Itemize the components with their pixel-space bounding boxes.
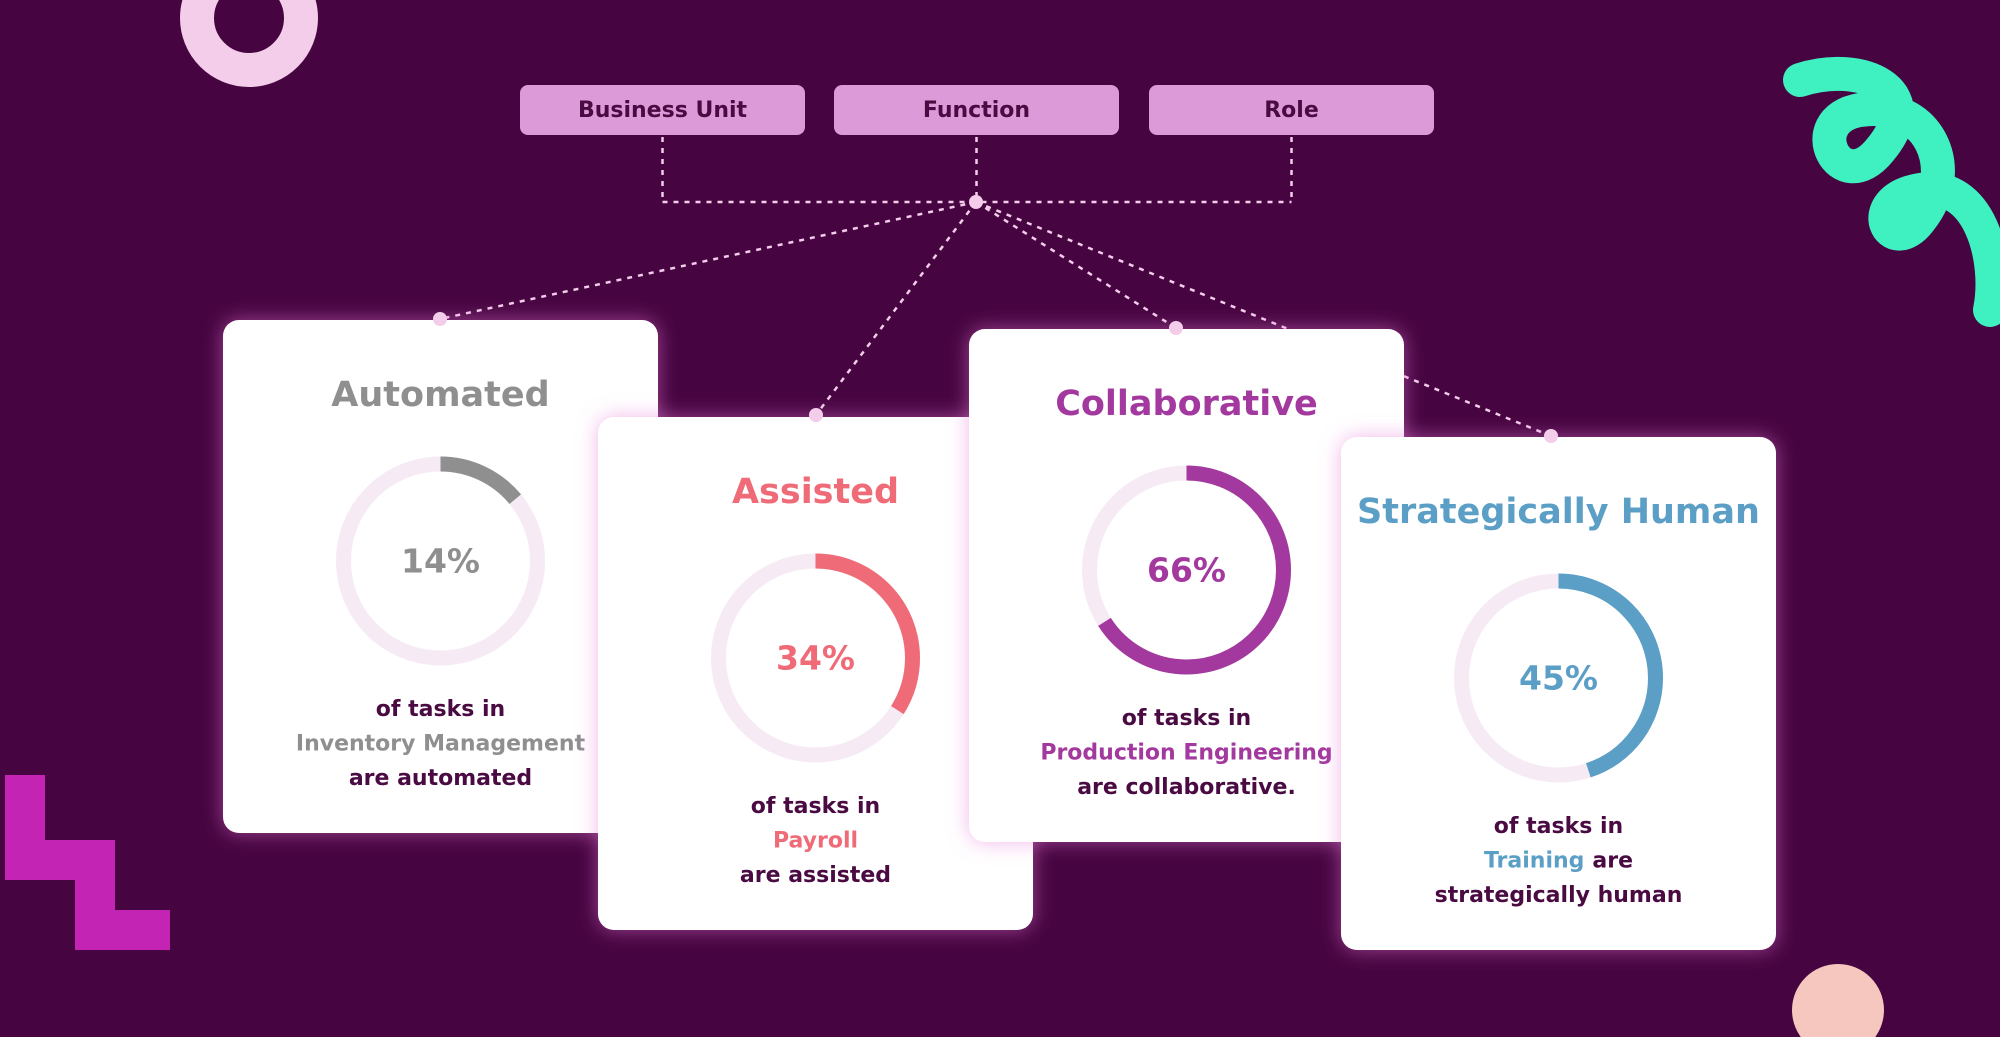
donut-arc: [336, 456, 545, 666]
card-text: are collaborative.: [1077, 775, 1296, 800]
card: Strategically Human 45% of tasks in Trainin…: [1341, 429, 1776, 950]
card-bg: [598, 417, 1033, 930]
card: Automated 14% of tasks in Inventory Managem…: [223, 312, 658, 833]
donut-arc: [711, 553, 920, 763]
card-bg: [969, 329, 1404, 842]
filter-label: Role: [1264, 98, 1319, 123]
decor-ring: [180, 0, 318, 87]
card: Collaborative 66% of tasks in Production En…: [969, 321, 1404, 842]
filter-button[interactable]: [1149, 85, 1434, 135]
connector: [815, 201, 977, 416]
card-title: Collaborative: [1055, 384, 1318, 424]
text-segment: of tasks in: [1122, 706, 1251, 731]
text-segment: Inventory Management: [296, 732, 586, 757]
text-segment: of tasks in: [376, 697, 505, 722]
anchor-dot: [1169, 321, 1183, 335]
connector-hub: [969, 195, 983, 209]
card-text: of tasks in: [376, 697, 505, 722]
card-text: Production Engineering: [1040, 741, 1332, 766]
card-text: are assisted: [740, 863, 891, 888]
card-text: Payroll: [773, 829, 858, 854]
text-segment: Training: [1484, 849, 1584, 874]
text-segment: of tasks in: [1494, 814, 1623, 839]
text-segment: are automated: [349, 766, 532, 791]
filter-label: Business Unit: [578, 98, 748, 123]
connector: [439, 200, 977, 321]
card-text: Inventory Management: [296, 732, 586, 757]
card-bg: [223, 320, 658, 833]
card-text: of tasks in: [1494, 814, 1623, 839]
card-text: of tasks in: [1122, 706, 1251, 731]
connector: [975, 200, 1552, 438]
decor-zigzag: [5, 775, 170, 950]
card: Assisted 34% of tasks in Payroll are assiste…: [598, 408, 1033, 930]
card-text: of tasks in: [751, 794, 880, 819]
text-segment: are assisted: [740, 863, 891, 888]
donut-arc: [1454, 573, 1663, 783]
text-segment: of tasks in: [751, 794, 880, 819]
donut-label: 34%: [776, 639, 855, 678]
anchor-dot: [433, 312, 447, 326]
decor-squiggle: [1783, 56, 2000, 327]
text-segment: are: [1592, 849, 1633, 874]
anchor-dot: [1544, 429, 1558, 443]
donut-label: 45%: [1519, 659, 1598, 698]
filter-button[interactable]: [834, 85, 1119, 135]
card-bg: [1341, 437, 1776, 950]
card-text: Training are: [1484, 849, 1633, 874]
card-text: strategically human: [1435, 883, 1683, 908]
card-title: Strategically Human: [1357, 492, 1760, 532]
decor-circle: [1792, 964, 1884, 1037]
anchor-dot: [809, 408, 823, 422]
cards: Automated 14% of tasks in Inventory Managem…: [223, 312, 1776, 950]
text-segment: Production Engineering: [1040, 741, 1332, 766]
donut-arc: [1082, 465, 1291, 675]
connectors: [439, 137, 1552, 438]
filter-bar: Business Unit Function Role: [520, 85, 1434, 135]
filter-button[interactable]: [520, 85, 805, 135]
text-segment: Payroll: [773, 829, 858, 854]
card-title: Assisted: [732, 472, 899, 512]
donut-label: 14%: [401, 542, 480, 581]
donut-label: 66%: [1147, 551, 1226, 590]
filter-label: Function: [923, 98, 1030, 123]
text-segment: strategically human: [1435, 883, 1683, 908]
card-text: are automated: [349, 766, 532, 791]
card-title: Automated: [331, 375, 549, 415]
text-segment: are collaborative.: [1077, 775, 1296, 800]
